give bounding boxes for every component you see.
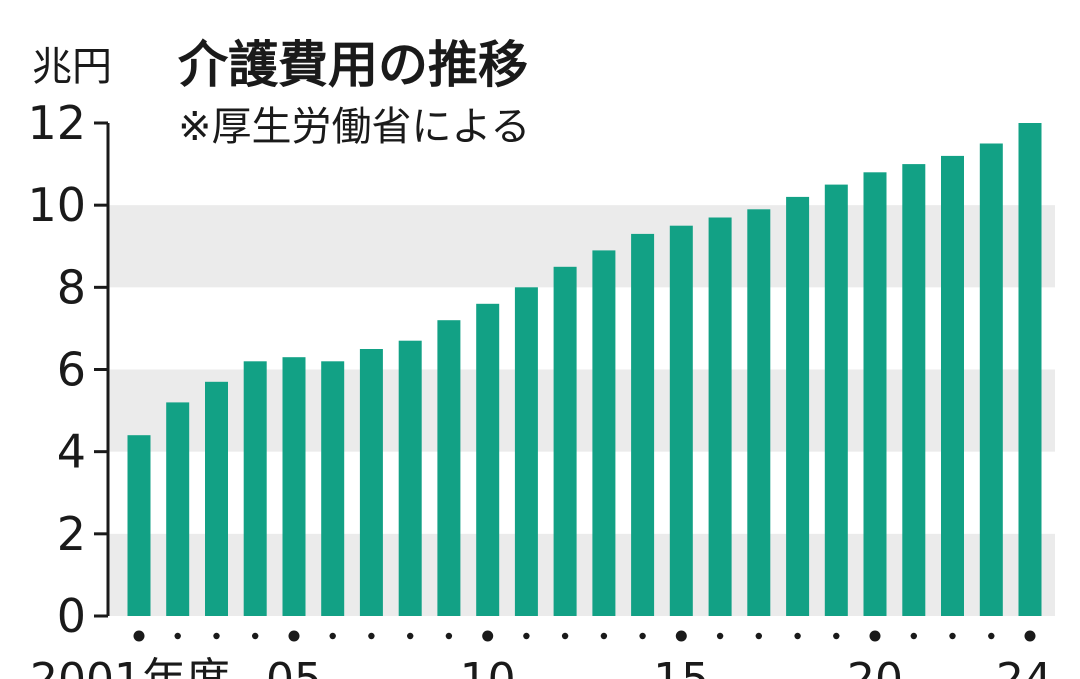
- x-dot-2001年度: [133, 630, 145, 642]
- x-dot-15: [675, 630, 687, 642]
- bar-12: [553, 266, 577, 616]
- y-tick-label-4: 4: [57, 425, 86, 479]
- x-dot-05: [288, 630, 300, 642]
- x-dot-17: [755, 632, 762, 640]
- y-tick-label-6: 6: [57, 343, 86, 397]
- x-dot-23: [988, 632, 995, 640]
- x-dot-14: [639, 632, 646, 640]
- x-dot-10: [482, 630, 494, 642]
- bar-07: [359, 349, 383, 616]
- x-axis-dots: [133, 630, 1036, 642]
- bar-03: [205, 381, 228, 616]
- bar-20: [863, 172, 887, 617]
- bar-02: [166, 402, 190, 616]
- x-tick-label-24: 24: [996, 654, 1052, 679]
- bar-06: [321, 361, 345, 616]
- bar-18: [786, 196, 810, 616]
- x-tick-label-15: 15: [653, 654, 709, 679]
- y-tick-label-10: 10: [27, 178, 86, 232]
- x-tick-label-10: 10: [460, 654, 516, 679]
- bar-09: [437, 320, 461, 616]
- bar-series: [127, 123, 1042, 617]
- bar-10: [476, 303, 500, 616]
- x-dot-22: [949, 632, 956, 640]
- bar-15: [669, 225, 693, 616]
- bar-19: [824, 184, 848, 616]
- bar-08: [398, 340, 422, 616]
- bar-23: [979, 143, 1003, 616]
- bar-05: [282, 357, 306, 616]
- x-dot-06: [329, 632, 336, 640]
- x-dot-21: [910, 632, 917, 640]
- bar-16: [708, 217, 732, 616]
- x-dot-08: [407, 632, 414, 640]
- x-dot-03: [213, 632, 220, 640]
- x-dot-13: [600, 632, 608, 640]
- x-dot-19: [833, 632, 840, 640]
- x-dot-16: [716, 632, 724, 640]
- x-dot-24: [1024, 630, 1036, 642]
- bar-22: [941, 155, 964, 616]
- x-dot-11: [523, 632, 530, 640]
- chart-title: 介護費用の推移: [178, 36, 528, 94]
- bar-24: [1018, 123, 1042, 616]
- bar-13: [592, 250, 616, 616]
- bar-14: [631, 233, 655, 616]
- bar-04: [243, 361, 267, 616]
- x-dot-07: [368, 632, 375, 640]
- x-dot-09: [445, 632, 453, 640]
- bar-11: [514, 287, 538, 616]
- x-dot-18: [794, 632, 801, 640]
- x-tick-label-2001年度: 2001年度: [30, 654, 230, 679]
- bar-2001年度: [127, 435, 151, 616]
- x-dot-04: [252, 632, 259, 640]
- x-dot-20: [869, 630, 881, 642]
- grid-band-8-10: [108, 205, 1055, 288]
- x-tick-label-05: 05: [266, 654, 322, 679]
- bar-21: [902, 164, 926, 616]
- x-dot-02: [174, 632, 181, 640]
- bar-17: [747, 209, 771, 617]
- x-axis-tick-labels: 2001年度 05 10 15 20 24: [30, 654, 1052, 679]
- x-tick-label-20: 20: [847, 654, 903, 679]
- y-tick-label-12: 12: [27, 96, 86, 150]
- x-dot-12: [561, 632, 569, 640]
- y-axis-unit: 兆円: [32, 44, 112, 90]
- y-tick-label-2: 2: [57, 507, 86, 561]
- y-tick-label-0: 0: [57, 589, 86, 643]
- y-tick-label-8: 8: [57, 260, 86, 314]
- source-note: ※厚生労働省による: [178, 104, 530, 150]
- y-axis-ticks: 0 2 4 6 8 10 12: [27, 96, 108, 643]
